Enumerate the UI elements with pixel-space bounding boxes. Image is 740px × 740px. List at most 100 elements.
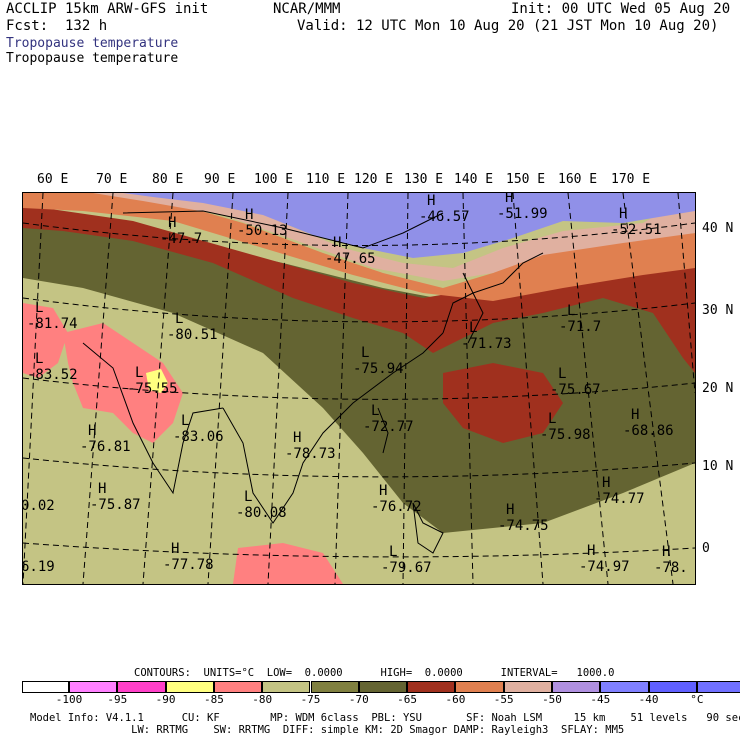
high-marker: H bbox=[662, 544, 670, 560]
feature-value: -80.51 bbox=[167, 327, 218, 343]
longitude-label: 120 E bbox=[354, 172, 394, 187]
longitude-label: 150 E bbox=[506, 172, 546, 187]
longitude-label: 170 E bbox=[611, 172, 651, 187]
longitude-label: 70 E bbox=[96, 172, 128, 187]
shade-salmon-india bbox=[63, 323, 183, 443]
high-marker: H bbox=[587, 543, 595, 559]
longitude-label: 130 E bbox=[404, 172, 444, 187]
shade-salmon-south bbox=[233, 543, 343, 584]
colorbar-label: -55 bbox=[493, 693, 514, 706]
low-marker: L bbox=[548, 411, 556, 427]
feature-value: -71.7 bbox=[559, 319, 601, 335]
feature-value: -80.08 bbox=[236, 505, 287, 521]
colorbar-swatch bbox=[165, 681, 214, 693]
shade-darkred-blob bbox=[443, 363, 563, 443]
high-marker: H bbox=[333, 235, 341, 251]
high-marker: H bbox=[602, 475, 610, 491]
high-marker: H bbox=[631, 407, 639, 423]
shade-salmon-west bbox=[23, 303, 68, 378]
feature-value: -83.52 bbox=[27, 367, 78, 383]
feature-value: -72.77 bbox=[363, 419, 414, 435]
colorbar-label: -95 bbox=[107, 693, 128, 706]
low-marker: L bbox=[244, 489, 252, 505]
longitude-label: 80 E bbox=[152, 172, 184, 187]
feature-value: -50.13 bbox=[237, 223, 288, 239]
colorbar-label: -65 bbox=[397, 693, 418, 706]
feature-value: -47.65 bbox=[325, 251, 376, 267]
longitude-label: 90 E bbox=[204, 172, 236, 187]
feature-value: -75.55 bbox=[127, 381, 178, 397]
feature-value: -79.67 bbox=[381, 560, 432, 576]
shade-olive bbox=[23, 213, 695, 533]
colorbar-label: -50 bbox=[542, 693, 562, 706]
feature-value: -83.06 bbox=[173, 429, 224, 445]
org-label: NCAR/MMM bbox=[273, 1, 341, 17]
feature-value: -46.57 bbox=[419, 209, 470, 225]
high-marker: H bbox=[168, 215, 176, 231]
colorbar-swatch bbox=[648, 681, 697, 693]
feature-value: -74.75 bbox=[498, 518, 549, 534]
feature-value: -68.86 bbox=[623, 423, 674, 439]
graticule bbox=[23, 193, 695, 584]
map-panel: H -47.7 H -50.13 H -47.65 H -46.57 H -51.99 H -52.5… bbox=[22, 192, 696, 585]
colorbar-label: -60 bbox=[445, 693, 466, 706]
colorbar-label: -40 bbox=[638, 693, 659, 706]
longitude-label: 60 E bbox=[37, 172, 69, 187]
colorbar-swatch bbox=[310, 681, 359, 693]
field-title-colored: Tropopause temperature bbox=[6, 36, 179, 51]
low-marker: L bbox=[175, 311, 183, 327]
feature-value: -76.81 bbox=[80, 439, 131, 455]
feature-value: -71.73 bbox=[461, 336, 512, 352]
colorbar-label: -100 bbox=[55, 693, 83, 706]
high-marker: H bbox=[427, 193, 435, 209]
feature-value: -51.99 bbox=[497, 206, 548, 222]
colorbar-swatch bbox=[600, 681, 649, 693]
shade-darkred bbox=[23, 205, 695, 373]
pressure-features: H-47.7H-50.13H-47.65H-46.57H-51.99 H-52.5… bbox=[23, 193, 688, 576]
colorbar-swatch bbox=[696, 681, 740, 693]
feature-value: -78.73 bbox=[285, 446, 336, 462]
low-marker: L bbox=[35, 300, 43, 316]
latitude-label: 10 N bbox=[702, 459, 734, 474]
feature-value: -75.67 bbox=[550, 382, 601, 398]
feature-value: -75.94 bbox=[353, 361, 404, 377]
latitude-label: 40 N bbox=[702, 221, 734, 236]
high-marker: H bbox=[379, 483, 387, 499]
longitude-label: 140 E bbox=[454, 172, 494, 187]
map-canvas: H-47.7H-50.13H-47.65H-46.57H-51.99 H-52.5… bbox=[23, 193, 695, 584]
model-info-line2: LW: RRTMG SW: RRTMG DIFF: simple KM: 2D … bbox=[30, 724, 625, 736]
low-marker: L bbox=[361, 345, 369, 361]
feature-value: -52.51 bbox=[611, 222, 662, 238]
feature-value: -74.97 bbox=[579, 559, 630, 575]
feature-value: -75.98 bbox=[540, 427, 591, 443]
colorbar-label: -75 bbox=[300, 693, 321, 706]
feature-value: 0.02 bbox=[23, 498, 55, 514]
high-marker: H bbox=[506, 502, 514, 518]
shade-orange bbox=[23, 193, 695, 301]
latitude-label: 30 N bbox=[702, 303, 734, 318]
low-marker: L bbox=[567, 303, 575, 319]
high-marker: H bbox=[98, 481, 106, 497]
low-marker: L bbox=[35, 351, 43, 367]
longitude-label: 160 E bbox=[558, 172, 598, 187]
colorbar-swatch bbox=[262, 681, 311, 693]
feature-value: -75.87 bbox=[90, 497, 141, 513]
feature-value: 6.19 bbox=[23, 559, 55, 575]
low-marker: L bbox=[469, 320, 477, 336]
high-marker: H bbox=[619, 206, 627, 222]
low-marker: L bbox=[135, 365, 143, 381]
feature-value: -78. bbox=[654, 560, 688, 576]
shade-yellow bbox=[146, 369, 168, 393]
forecast-hour: Fcst: 132 h bbox=[6, 18, 108, 34]
colorbar-swatch bbox=[213, 681, 263, 693]
colorbar-label: -90 bbox=[155, 693, 176, 706]
model-info-line1: Model Info: V4.1.1 CU: KF MP: WDM 6class… bbox=[30, 712, 740, 724]
feature-value: -81.74 bbox=[27, 316, 78, 332]
latitude-label: 0 bbox=[702, 541, 710, 556]
high-marker: H bbox=[245, 207, 253, 223]
coastlines bbox=[82, 210, 544, 554]
colorbar-swatch bbox=[22, 681, 69, 693]
low-marker: L bbox=[181, 413, 189, 429]
low-marker: L bbox=[389, 544, 397, 560]
init-time: Init: 00 UTC Wed 05 Aug 20 bbox=[511, 1, 731, 17]
